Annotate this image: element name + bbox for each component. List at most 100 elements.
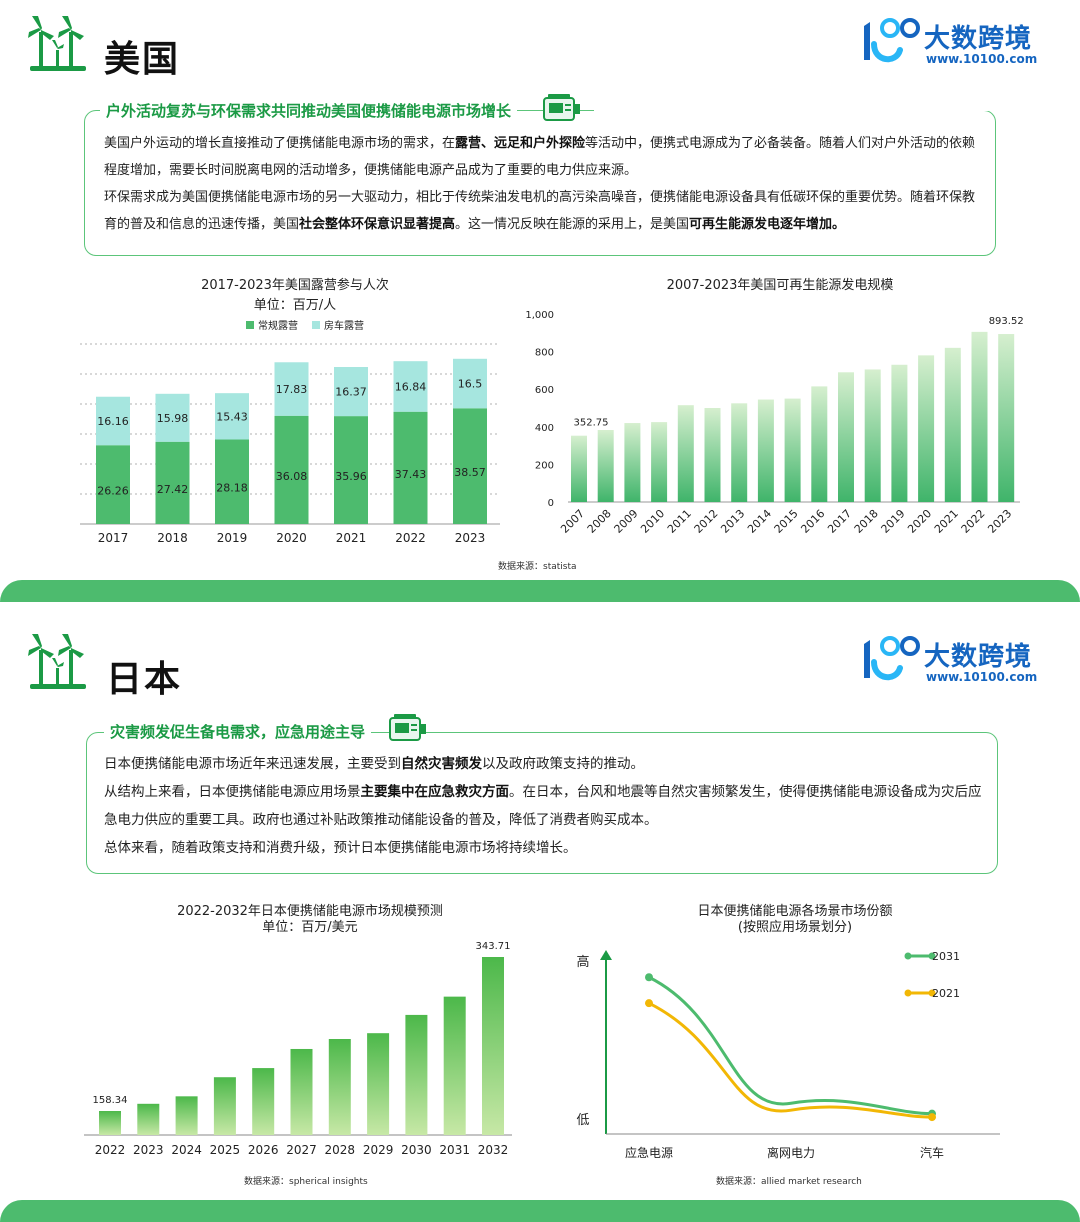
y-tick-label: 1,000 bbox=[525, 310, 554, 321]
legend-marker bbox=[928, 989, 936, 997]
bar-regular-camping bbox=[155, 441, 190, 524]
series-point bbox=[928, 1113, 936, 1122]
x-tick-label: 2019 bbox=[879, 507, 908, 536]
data-label: 38.57 bbox=[454, 466, 486, 479]
x-tick-label: 2021 bbox=[336, 531, 367, 545]
bar-jp-market bbox=[367, 1033, 390, 1135]
box-title-gap bbox=[594, 109, 994, 111]
x-tick-label: 2008 bbox=[585, 507, 614, 536]
data-label: 158.34 bbox=[93, 1095, 128, 1106]
chart-renewable-title: 2007-2023年美国可再生能源发电规模 bbox=[666, 278, 894, 293]
power-station-icon bbox=[543, 94, 580, 121]
data-label: 37.43 bbox=[395, 468, 427, 481]
brand-mark-icon bbox=[864, 636, 920, 680]
x-tick-label: 2017 bbox=[98, 531, 129, 545]
chart-camping-subtitle: 单位：百万/人 bbox=[253, 298, 337, 313]
data-label: 15.43 bbox=[216, 410, 248, 423]
chart-jp-share-title: 日本便携储能电源各场景市场份额 bbox=[697, 904, 893, 919]
bar-jp-market bbox=[443, 996, 466, 1135]
bar-renewable bbox=[677, 405, 694, 502]
x-tick-label: 2031 bbox=[439, 1143, 470, 1157]
x-tick-label: 2029 bbox=[363, 1143, 394, 1157]
bar-jp-market bbox=[213, 1077, 236, 1135]
country-title: 美国 bbox=[104, 39, 181, 80]
x-tick-label: 2020 bbox=[276, 531, 307, 545]
y-low-label: 低 bbox=[576, 1113, 589, 1128]
us-paragraph-2: 环保需求成为美国便携储能电源市场的另一大驱动力，相比于传统柴油发电机的高污染高噪… bbox=[104, 190, 976, 232]
bar-jp-market bbox=[99, 1111, 121, 1135]
x-tick-label: 2021 bbox=[932, 507, 961, 536]
x-tick-label: 2020 bbox=[905, 507, 934, 536]
jp-data-source-2: 数据来源：allied market research bbox=[716, 1177, 862, 1187]
bar-renewable bbox=[597, 429, 614, 502]
series-line bbox=[648, 1001, 933, 1119]
x-tick-label: 2014 bbox=[745, 507, 774, 536]
legend-label: 2021 bbox=[932, 987, 960, 1000]
country-title: 日本 bbox=[106, 659, 183, 700]
chart-jp-market: 2022 158.34 2023 2024 2025 2026 2027 2028 2029 20… bbox=[84, 941, 512, 1157]
jp-paragraph-1: 日本便携储能电源市场近年来迅速发展，主要受到自然灾害频发以及政府政策支持的推动。 bbox=[104, 756, 644, 772]
bar-renewable bbox=[731, 403, 748, 502]
x-tick-label: 2017 bbox=[825, 507, 854, 536]
data-label: 27.42 bbox=[157, 483, 189, 496]
bar-regular-camping bbox=[453, 408, 487, 524]
bar-regular-camping bbox=[274, 415, 309, 524]
legend-swatch bbox=[312, 321, 320, 329]
x-tick-label: 2015 bbox=[772, 507, 801, 536]
bar-regular-camping bbox=[334, 416, 368, 524]
jp-box-title: 灾害频发促生备电需求，应急用途主导 bbox=[104, 721, 372, 742]
chart-jp-share-subtitle: (按照应用场景划分) bbox=[737, 920, 853, 935]
brand-logo: 大数跨境 www.10100.com bbox=[856, 632, 1056, 692]
x-tick-label: 2022 bbox=[95, 1143, 126, 1157]
legend-label: 2031 bbox=[932, 950, 960, 963]
brand-url[interactable]: www.10100.com bbox=[926, 52, 1038, 66]
x-tick-label: 2030 bbox=[401, 1143, 432, 1157]
chart-renewable: 0 200 400 600 800 1,000 2007 352.75 200820092010… bbox=[525, 310, 1024, 536]
bar-rv-camping bbox=[334, 367, 368, 417]
brand-logo: 大数跨境 www.10100.com bbox=[856, 14, 1056, 74]
y-tick-label: 0 bbox=[548, 498, 554, 509]
x-tick-label: 2011 bbox=[665, 507, 694, 536]
bar-renewable bbox=[624, 423, 641, 502]
series-point bbox=[645, 999, 653, 1008]
bar-renewable bbox=[811, 386, 828, 502]
bar-jp-market bbox=[175, 1096, 198, 1135]
data-label: 893.52 bbox=[989, 316, 1024, 327]
brand-url[interactable]: www.10100.com bbox=[926, 670, 1038, 684]
us-box-title: 户外活动复苏与环保需求共同推动美国便携储能电源市场增长 bbox=[100, 100, 518, 121]
bar-renewable bbox=[757, 399, 774, 502]
section-divider-band bbox=[0, 580, 1080, 602]
bar-jp-market bbox=[405, 1014, 428, 1135]
x-tick-label: 2026 bbox=[248, 1143, 279, 1157]
bar-renewable bbox=[864, 369, 881, 502]
wind-turbine-icon bbox=[28, 634, 86, 689]
x-tick-label: 2007 bbox=[558, 507, 587, 536]
data-label: 16.5 bbox=[458, 378, 483, 391]
bar-jp-market bbox=[137, 1103, 160, 1135]
bar-jp-market bbox=[252, 1068, 275, 1135]
bar-regular-camping bbox=[96, 445, 130, 524]
x-tick-label: 2023 bbox=[133, 1143, 164, 1157]
data-label: 17.83 bbox=[276, 383, 308, 396]
chart-jp-market-subtitle: 单位：百万/美元 bbox=[262, 920, 358, 935]
chart-camping: 常规露营 房车露营 26.26 16.16 2017 27.42 15.98 2018 28.1… bbox=[80, 319, 500, 545]
bar-rv-camping bbox=[215, 393, 249, 440]
us-section: 美国 大数跨境 www.10100.com 户外活动复苏与环保需求共同推动美国便… bbox=[0, 0, 1080, 602]
jp-paragraph-2: 从结构上来看，日本便携储能电源应用场景主要集中在应急救灾方面。在日本，台风和地震… bbox=[104, 784, 982, 828]
bar-jp-market bbox=[290, 1048, 313, 1135]
x-tick-label: 2023 bbox=[985, 507, 1014, 536]
x-tick-label: 2032 bbox=[478, 1143, 509, 1157]
data-label: 352.75 bbox=[574, 418, 609, 429]
y-tick-label: 800 bbox=[535, 348, 554, 359]
bar-renewable bbox=[998, 334, 1015, 502]
jp-paragraphs: 日本便携储能电源市场近年来迅速发展，主要受到自然灾害频发以及政府政策支持的推动。… bbox=[104, 750, 984, 862]
bar-regular-camping bbox=[393, 411, 428, 524]
x-tick-label: 汽车 bbox=[920, 1145, 944, 1160]
legend-marker bbox=[904, 989, 912, 997]
brand-name: 大数跨境 bbox=[924, 642, 1033, 672]
x-tick-label: 2022 bbox=[395, 531, 426, 545]
bar-renewable bbox=[944, 347, 961, 502]
x-tick-label: 2024 bbox=[171, 1143, 202, 1157]
bar-rv-camping bbox=[274, 362, 309, 416]
